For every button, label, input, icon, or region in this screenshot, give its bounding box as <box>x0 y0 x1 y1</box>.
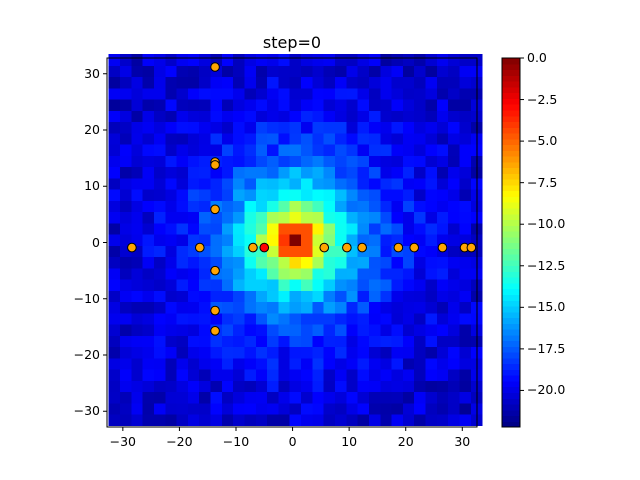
data-point <box>357 242 367 253</box>
y-tick-label: 30 <box>84 65 100 81</box>
data-point <box>409 242 420 253</box>
colorbar-tick-label: −20.0 <box>527 382 566 398</box>
data-point <box>393 242 404 253</box>
chart-title: step=0 <box>262 33 322 52</box>
heatmap <box>108 54 483 426</box>
colorbar-tick-label: 0.0 <box>527 50 547 65</box>
data-point <box>210 305 220 316</box>
colorbar-tick-label: −5.0 <box>527 133 558 149</box>
data-point <box>194 242 205 253</box>
data-point <box>259 242 270 253</box>
colorbar-tick-label: −12.5 <box>527 257 566 273</box>
colorbar-tick-label: −17.5 <box>527 340 566 356</box>
y-tick-label: 20 <box>84 122 100 137</box>
y-tick-label: 10 <box>84 178 100 194</box>
x-tick-label: −10 <box>222 434 250 449</box>
y-tick-label: −20 <box>73 347 100 362</box>
x-tick-label: −30 <box>109 434 137 449</box>
colorbar <box>501 57 524 428</box>
y-tick-label: −10 <box>73 290 100 306</box>
x-tick-label: 10 <box>341 434 358 449</box>
data-point <box>466 242 477 253</box>
x-tick-label: −20 <box>166 434 193 449</box>
data-point <box>319 242 330 253</box>
colorbar-tick-label: −7.5 <box>527 174 558 190</box>
data-point <box>210 160 220 170</box>
x-tick-label: 30 <box>454 434 471 449</box>
data-point <box>437 242 448 253</box>
data-point <box>210 204 220 215</box>
data-point <box>127 242 137 253</box>
data-point <box>248 242 258 253</box>
data-point <box>210 62 220 72</box>
data-point <box>210 326 220 336</box>
scatter-highlighted <box>259 242 270 253</box>
data-point <box>210 265 220 276</box>
colorbar-tick-label: −10.0 <box>527 216 566 232</box>
y-tick-label: 0 <box>92 234 100 250</box>
x-tick-label: 0 <box>288 434 297 449</box>
data-point <box>342 242 352 253</box>
x-tick-label: 20 <box>397 434 414 449</box>
scatter-points <box>127 62 477 336</box>
colorbar-tick-label: −2.5 <box>527 91 558 107</box>
colorbar-tick-label: −15.0 <box>527 299 566 315</box>
y-tick-label: −30 <box>73 403 100 419</box>
